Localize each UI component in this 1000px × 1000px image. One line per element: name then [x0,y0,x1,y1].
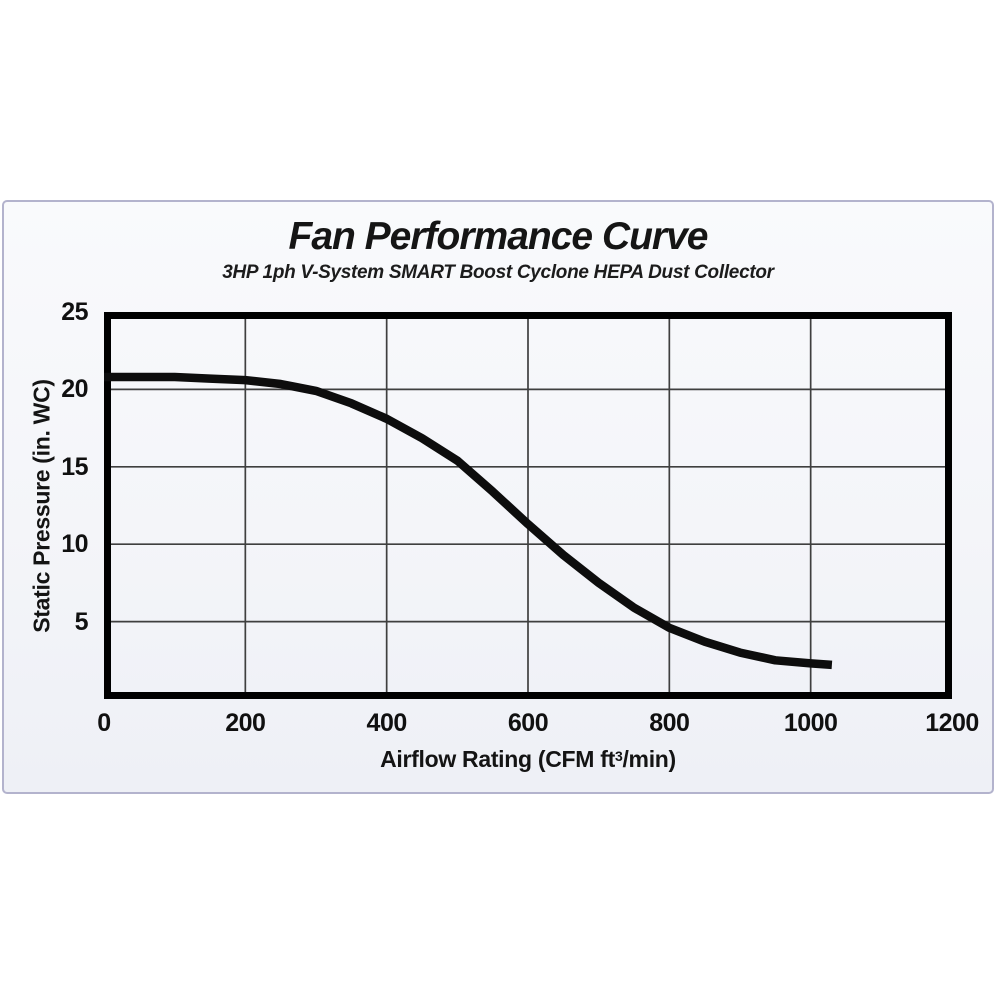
y-tick-label: 20 [61,375,88,404]
x-tick-label: 800 [649,709,690,737]
y-axis-label: Static Pressure (in. WC) [28,378,55,633]
y-tick-label: 10 [61,530,88,559]
x-tick-label: 1000 [783,709,838,737]
x-axis-label: Airflow Rating (CFM ft3/min) [104,748,952,771]
x-axis-label-prefix: Airflow Rating (CFM ft [380,746,615,772]
fan-curve-line [104,372,833,670]
x-tick-label: 1200 [925,709,979,737]
x-tick-label: 0 [97,709,111,737]
y-tick-label: 5 [74,607,89,636]
plot-frame [104,312,952,699]
y-tick-label: 15 [61,452,88,481]
chart-title: Fan Performance Curve [288,215,709,258]
y-tick-label: 25 [61,298,88,326]
chart-panel: Fan Performance Curve 3HP 1ph V-System S… [2,200,994,794]
x-axis-label-superscript: 3 [614,748,623,764]
x-tick-label: 400 [366,709,408,737]
chart-subtitle: 3HP 1ph V-System SMART Boost Cyclone HEP… [222,261,774,283]
plot-area: 0 200 400 600 800 1000 1200 5 10 15 20 25 Airflow … [29,300,980,771]
x-tick-label: 600 [507,709,549,737]
fan-curve-plot [104,312,952,699]
x-tick-label: 200 [225,709,266,737]
x-axis-label-suffix: /min) [622,746,676,772]
